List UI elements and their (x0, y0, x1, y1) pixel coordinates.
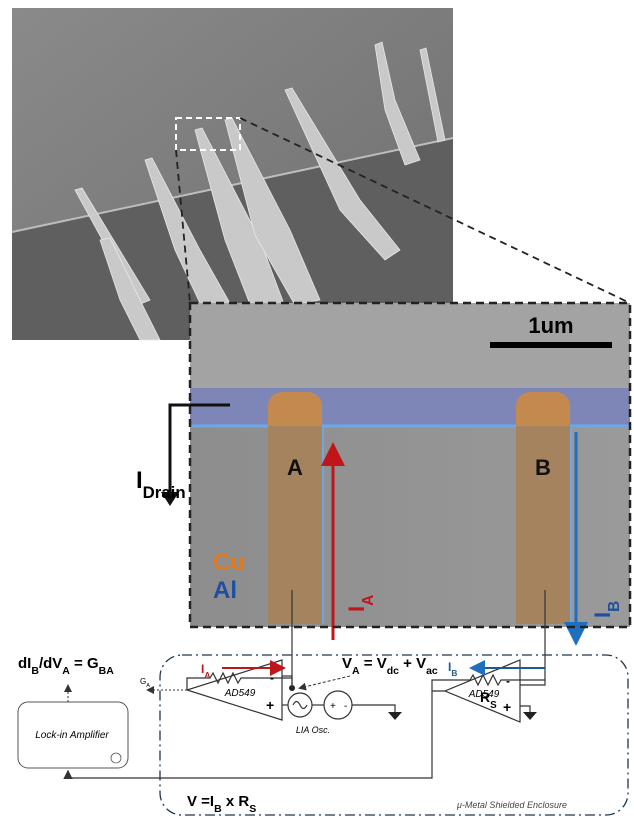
text-part: = V (360, 655, 387, 672)
text-part: = G (70, 655, 99, 672)
circuit-current-a: IA (201, 662, 210, 680)
opamp-left-minus: - (270, 671, 274, 685)
text-part: B (451, 668, 457, 678)
lock-in-label: Lock-in Amplifier (35, 730, 109, 741)
opamp-right-name: AD549 (468, 689, 500, 700)
text-part: S (490, 700, 497, 711)
text-part: dI (18, 655, 31, 672)
text-part: A (360, 595, 377, 606)
conductance-equation: dIB/dVA = GBA (18, 655, 114, 677)
opamp-left-plus: + (266, 697, 274, 713)
text-part: V (342, 655, 352, 672)
legend-al: Al (213, 577, 237, 604)
contact-a-label: A (287, 455, 303, 480)
opamp-right-plus: + (503, 699, 511, 715)
legend-cu: Cu (213, 549, 245, 576)
dc-minus: - (344, 701, 347, 712)
scale-bar-label: 1um (528, 313, 573, 338)
text-part: Drain (143, 483, 186, 502)
text-part: /dV (39, 655, 62, 672)
circuit-current-b: IB (448, 660, 457, 678)
oscillator-label: LIA Osc. (296, 725, 330, 735)
text-part: B (606, 601, 623, 612)
output-label: GA (140, 677, 150, 689)
drain-current-label: IDrain (136, 467, 186, 502)
text-part: A (204, 670, 210, 680)
text-part: S (249, 803, 256, 815)
text-part: + V (399, 655, 426, 672)
text-part: ac (426, 665, 438, 677)
output-voltage-equation: V =IB x RS (187, 793, 256, 815)
text-part: I (136, 467, 143, 494)
enclosure-label: μ-Metal Shielded Enclosure (456, 800, 567, 810)
opamp-left-name: AD549 (224, 688, 256, 699)
voltage-equation: VA = Vdc + Vac (342, 655, 438, 677)
text-part: A (146, 683, 150, 689)
text-part: V =I (187, 793, 214, 810)
figure: 1um A B Cu Al IA IB IDrain (0, 0, 634, 823)
dc-plus: + (330, 701, 336, 712)
sem-overview (12, 8, 453, 340)
sem-zoom: 1um A B Cu Al (190, 303, 630, 640)
contact-b-label: B (535, 455, 551, 480)
page: 1um A B Cu Al IA IB IDrain (0, 0, 634, 823)
text-part: BA (99, 665, 115, 677)
text-part: x R (222, 793, 250, 810)
text-part: dc (387, 665, 399, 677)
opamp-right-minus: - (506, 674, 510, 688)
